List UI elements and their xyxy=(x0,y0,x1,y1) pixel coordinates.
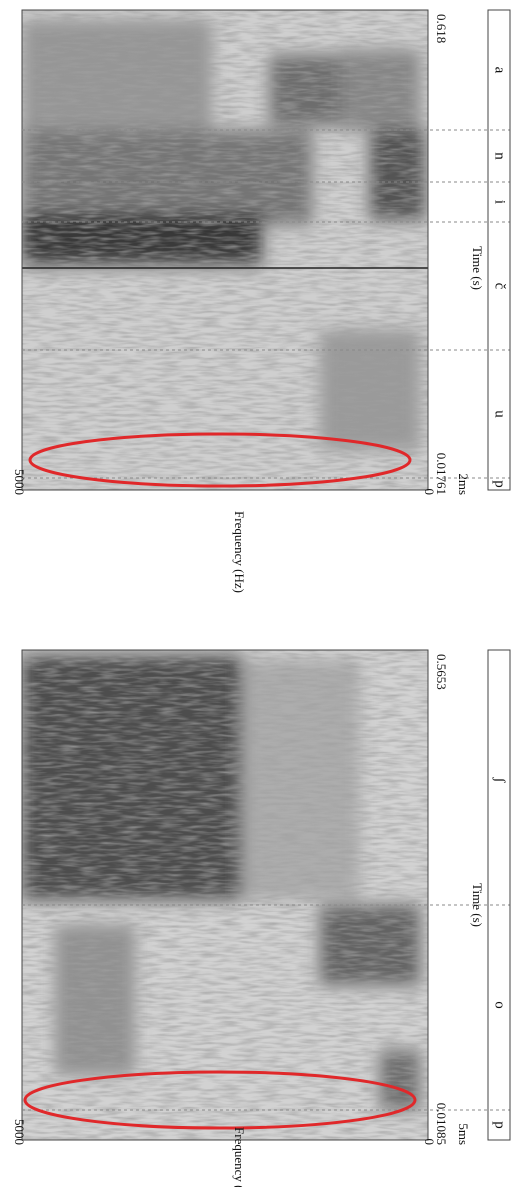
freq-max: 5000 xyxy=(12,469,27,495)
segment: i xyxy=(492,200,508,204)
segment: č xyxy=(492,283,508,290)
segment-tier xyxy=(488,10,510,490)
time-end: 0.5653 xyxy=(434,654,449,690)
freq-label: Frequency (Hz) xyxy=(232,1127,247,1187)
duration: 2ms xyxy=(456,473,471,495)
spectrogram xyxy=(22,650,428,1140)
freq-max: 5000 xyxy=(12,1119,27,1145)
segment: p xyxy=(492,480,508,488)
segment-tier xyxy=(488,650,510,1140)
duration: 5ms xyxy=(456,1123,471,1145)
time-label: Time (s) xyxy=(470,246,485,290)
figure: 5000 0 0.01761 0.618 2ms Time (s) Freque… xyxy=(0,0,517,1187)
time-label: Time (s) xyxy=(470,883,485,927)
freq-label: Frequency (Hz) xyxy=(232,511,247,593)
spectrogram xyxy=(22,10,428,490)
segment: n xyxy=(492,152,508,160)
segment: a xyxy=(492,67,508,74)
time-start: 0.01085 xyxy=(434,1103,449,1145)
time-start: 0.01761 xyxy=(434,453,449,495)
segment: p xyxy=(492,1121,508,1129)
segment: u xyxy=(492,410,508,418)
segment: o xyxy=(492,1001,508,1009)
segment: ʃ xyxy=(492,777,508,784)
time-end: 0.618 xyxy=(434,14,449,43)
